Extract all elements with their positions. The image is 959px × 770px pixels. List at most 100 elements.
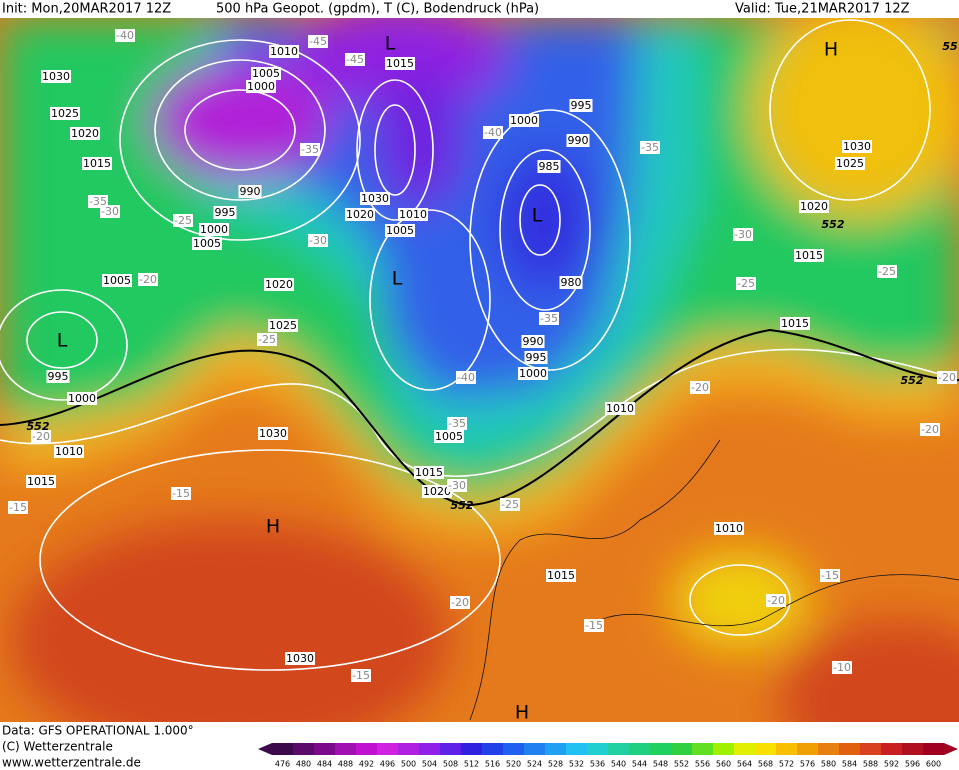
temperature-label-box [877, 265, 897, 278]
pressure-label: 1030 [42, 70, 70, 83]
pressure-label-box [835, 157, 865, 170]
temperature-label-group: -30 [308, 234, 328, 247]
isobar [154, 59, 326, 201]
scale-label: 548 [653, 760, 668, 769]
pressure-label: 1030 [259, 427, 287, 440]
color-cell [692, 743, 713, 755]
color-cell [545, 743, 566, 755]
pressure-label: 995 [571, 99, 592, 112]
color-cell [482, 743, 503, 755]
pressure-label-box [569, 99, 593, 112]
scale-label: 568 [758, 760, 773, 769]
contour-label: 552 [451, 499, 474, 512]
pressure-label: 1025 [836, 157, 864, 170]
pressure-label: 1010 [606, 402, 634, 415]
temperature-label: -15 [172, 487, 190, 500]
temperature-label: -20 [32, 430, 50, 443]
temperature-label: -30 [309, 234, 327, 247]
pressure-center: L [532, 205, 543, 227]
pressure-label-group: 1030 [41, 70, 71, 83]
color-cell [503, 743, 524, 755]
pressure-label: 1005 [435, 430, 463, 443]
pressure-label: 995 [215, 206, 236, 219]
temperature-label-box [820, 569, 840, 582]
temperature-label: -25 [174, 214, 192, 227]
contour-label: 552 [901, 374, 924, 387]
temperature-label-group: -25 [877, 265, 897, 278]
pressure-label: 1010 [715, 522, 743, 535]
pressure-label: 995 [48, 370, 69, 383]
scale-label: 520 [506, 760, 521, 769]
temperature-label-group: -35 [300, 143, 320, 156]
temperature-label-box [690, 381, 710, 394]
temperature-label: -35 [301, 143, 319, 156]
scale-label: 560 [716, 760, 731, 769]
pressure-label: 1015 [386, 57, 414, 70]
temperature-label-group: -15 [584, 619, 604, 632]
pressure-label-group: 1005 [251, 67, 281, 80]
scale-label: 588 [863, 760, 878, 769]
temperature-label: -45 [346, 53, 364, 66]
color-cell [755, 743, 776, 755]
temperature-label-box [257, 333, 277, 346]
pressure-label-group: 1010 [398, 208, 428, 221]
temperature-label: -15 [352, 669, 370, 682]
scale-label: 492 [359, 760, 374, 769]
pressure-label: 980 [561, 276, 582, 289]
pressure-center: L [57, 330, 68, 352]
temperature-label-group: -35 [539, 312, 559, 325]
map-labels: 1010100510001015103010251020101599099510… [8, 29, 958, 724]
pressure-label-box [50, 107, 80, 120]
pressure-label-group: 1015 [780, 317, 810, 330]
scale-label: 488 [338, 760, 353, 769]
pressure-label-group: 980 [559, 276, 583, 289]
temperature-label-box [138, 273, 158, 286]
color-cell [566, 743, 587, 755]
contour-label: 552 [27, 420, 50, 433]
color-scale: 476 480 484 488 492 496 500 504 508 512 516 520 524 5… [258, 743, 958, 769]
pressure-label-group: 1015 [26, 475, 56, 488]
pressure-label-group: 1030 [258, 427, 288, 440]
scale-label: 508 [443, 760, 458, 769]
scale-label: 564 [737, 760, 752, 769]
pressure-label-group: 1015 [546, 569, 576, 582]
temperature-label: -20 [767, 594, 785, 607]
temperature-label-box [345, 53, 365, 66]
field [150, 60, 330, 180]
contour-label: 552 [822, 218, 845, 231]
color-cell [923, 743, 944, 755]
color-cell [272, 743, 293, 755]
pressure-label-group: 1015 [794, 249, 824, 262]
temperature-label-box [447, 417, 467, 430]
pressure-label: 1020 [265, 278, 293, 291]
pressure-label-group: 1020 [799, 200, 829, 213]
pressure-label-box [524, 351, 548, 364]
color-cell [776, 743, 797, 755]
pressure-label-box [714, 522, 744, 535]
pressure-label-box [192, 237, 222, 250]
field [780, 620, 959, 722]
pressure-label-group: 995 [46, 370, 70, 383]
temperature-label-box [31, 430, 51, 443]
temperature-label: -35 [641, 141, 659, 154]
temperature-label-group: -45 [308, 35, 328, 48]
color-cell [419, 743, 440, 755]
temperature-label-group: -20 [937, 371, 957, 384]
scale-label: 532 [569, 760, 584, 769]
pressure-label: 1020 [800, 200, 828, 213]
temperature-label: -20 [139, 273, 157, 286]
pressure-label-group: 1000 [67, 392, 97, 405]
pressure-label-group: 1030 [360, 192, 390, 205]
temperature-label-box [88, 195, 108, 208]
color-cell [881, 743, 902, 755]
scale-label: 552 [674, 760, 689, 769]
isobar [689, 564, 791, 636]
pressure-label: 1010 [399, 208, 427, 221]
temperature-label: -35 [89, 195, 107, 208]
isobar [469, 109, 631, 371]
pressure-label-group: 995 [213, 206, 237, 219]
pressure-label-box [605, 402, 635, 415]
temperature-label: -25 [501, 498, 519, 511]
temperature-label: -35 [540, 312, 558, 325]
pressure-label-group: 1015 [385, 57, 415, 70]
